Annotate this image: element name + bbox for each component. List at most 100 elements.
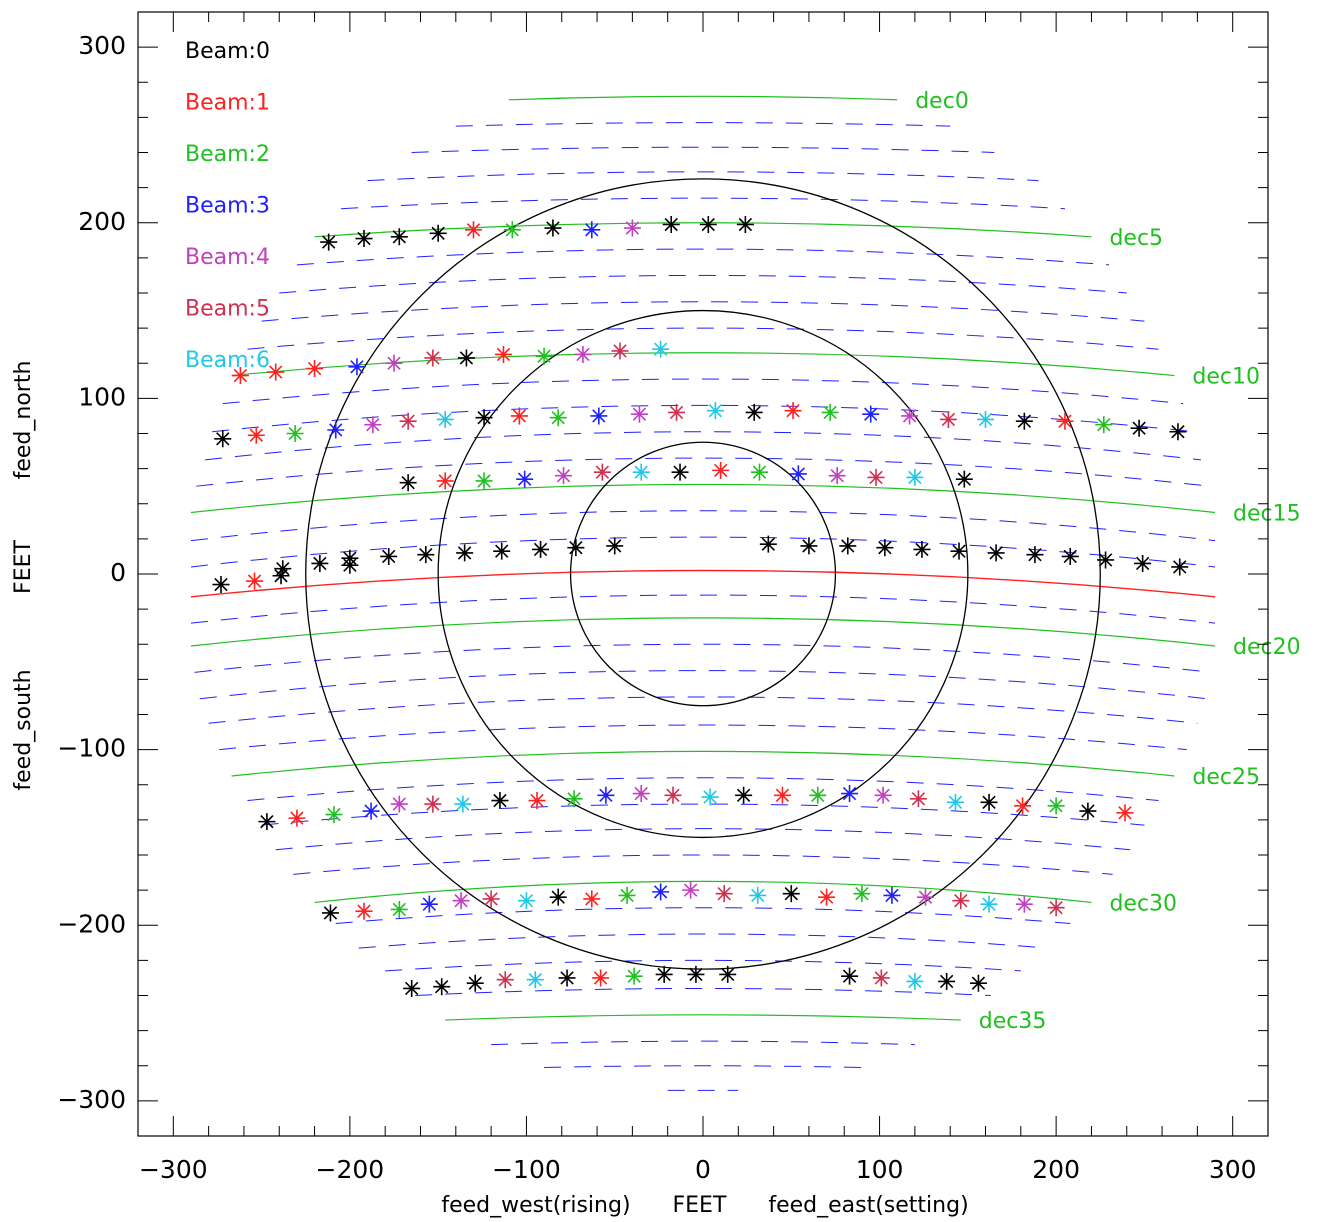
beam-1-marker	[288, 809, 306, 827]
beam-6-marker	[526, 971, 544, 989]
beam-6-marker	[436, 410, 454, 428]
beam-0-marker	[355, 230, 373, 248]
beam-0-marker	[782, 885, 800, 903]
beam-5-marker	[399, 412, 417, 430]
dashed-track-23	[335, 907, 1071, 924]
beam-6-marker	[980, 895, 998, 913]
dec-label-dec25: dec25	[1192, 765, 1260, 790]
y-axis-label-part: feed_south	[11, 669, 36, 790]
dashed-track-5	[279, 274, 1127, 294]
dec-line-dec15	[190, 483, 1216, 514]
beam-1-marker	[784, 402, 802, 420]
plot-frame	[137, 11, 1269, 1137]
dec-line-dec30	[314, 880, 1092, 904]
beam-5-marker	[1047, 899, 1065, 917]
x-tick-label: −100	[492, 1155, 561, 1184]
beam-0-marker	[475, 409, 493, 427]
beam-0-marker	[662, 216, 680, 234]
beam-0-marker	[841, 967, 859, 985]
beam-3-marker	[652, 883, 670, 901]
y-tick-label: 100	[78, 382, 126, 411]
axis-ticks	[138, 12, 1268, 1136]
beam-5-marker	[482, 890, 500, 908]
dashed-track-17	[208, 696, 1198, 724]
beam-4-marker	[385, 354, 403, 372]
beam-0-marker	[320, 233, 338, 251]
beam-4-marker	[1015, 895, 1033, 913]
x-tick-label: −200	[316, 1155, 385, 1184]
beam-0-marker	[429, 224, 447, 242]
beam-1-marker	[510, 407, 528, 425]
y-tick-label: −200	[57, 909, 126, 938]
beam-0-marker	[532, 540, 550, 558]
beam-2-marker	[625, 967, 643, 985]
dec-label-dec5: dec5	[1109, 226, 1163, 251]
beam-0-marker	[687, 965, 705, 983]
beam-0-marker	[457, 349, 475, 367]
dec-label-dec0: dec0	[915, 89, 969, 114]
beam-0-marker	[491, 792, 509, 810]
beam-0-marker	[466, 974, 484, 992]
beam-1-marker	[436, 472, 454, 490]
beam-0-marker	[567, 539, 585, 557]
beam-markers	[212, 216, 1189, 997]
beam-0-marker	[955, 470, 973, 488]
beam-0-marker	[214, 430, 232, 448]
dashed-track-18	[219, 724, 1187, 751]
beam-5-marker	[424, 349, 442, 367]
beam-0-marker	[558, 969, 576, 987]
beam-5-marker	[867, 468, 885, 486]
beam-5-marker	[593, 463, 611, 481]
beam-5-marker	[939, 410, 957, 428]
dashed-track-15	[194, 643, 1212, 673]
beam-0-marker	[544, 219, 562, 237]
beam-4-marker	[682, 881, 700, 899]
dec-label-dec10: dec10	[1192, 365, 1260, 390]
beam-2-marker	[286, 425, 304, 442]
beam-1-marker	[355, 902, 373, 920]
legend: Beam:0 Beam:1 Beam:2 Beam:3 Beam:4 Beam:5 Beam…	[185, 39, 270, 373]
beam-4-marker	[623, 219, 641, 237]
beam-0-marker	[433, 978, 451, 996]
beam-0-marker	[1169, 423, 1187, 441]
beam-5-marker	[664, 786, 682, 804]
beam-0-marker	[417, 546, 435, 564]
y-axis-label: feed_south FEET feed_north	[11, 361, 36, 791]
dashed-track-26	[415, 987, 991, 996]
dashed-track-24	[358, 933, 1048, 949]
dec-label-dec35: dec35	[979, 1009, 1047, 1034]
dec-line-dec35	[445, 1014, 961, 1021]
beam-1-marker	[1116, 804, 1134, 822]
dashed-track-16	[199, 670, 1207, 700]
beam-0-marker	[655, 965, 673, 983]
dashed-track-3	[341, 197, 1065, 210]
x-tick-label: 0	[695, 1155, 711, 1184]
beam-0-marker	[606, 537, 624, 555]
beam-0-marker	[390, 228, 408, 246]
beam-3-marker	[362, 802, 380, 820]
beam-0-marker	[938, 972, 956, 990]
dashed-track-14	[190, 594, 1216, 624]
beam-5-marker	[424, 795, 442, 813]
beam-1-marker	[246, 572, 264, 590]
beam-0-marker	[1061, 547, 1079, 565]
legend-beam-1: Beam:1	[185, 91, 270, 116]
beam-3-marker	[862, 405, 880, 423]
beam-0-marker	[321, 904, 339, 922]
beam-5-marker	[668, 403, 686, 421]
beam-0-marker	[736, 216, 754, 234]
dashed-track-6	[261, 301, 1145, 322]
zenith-circles	[305, 178, 1101, 970]
beam-5-marker	[872, 969, 890, 987]
beam-0-marker	[1171, 558, 1189, 576]
beam-0-marker	[456, 544, 474, 562]
dec-line-dec0	[508, 95, 898, 101]
beam-0-marker	[272, 567, 290, 585]
beam-2-marker	[503, 221, 521, 239]
beam-0-marker	[380, 547, 398, 565]
dec-line-dec25	[231, 750, 1175, 777]
beam-1-marker	[231, 367, 249, 385]
dashed-track-10	[205, 431, 1201, 461]
dashed-track-12	[190, 510, 1216, 542]
